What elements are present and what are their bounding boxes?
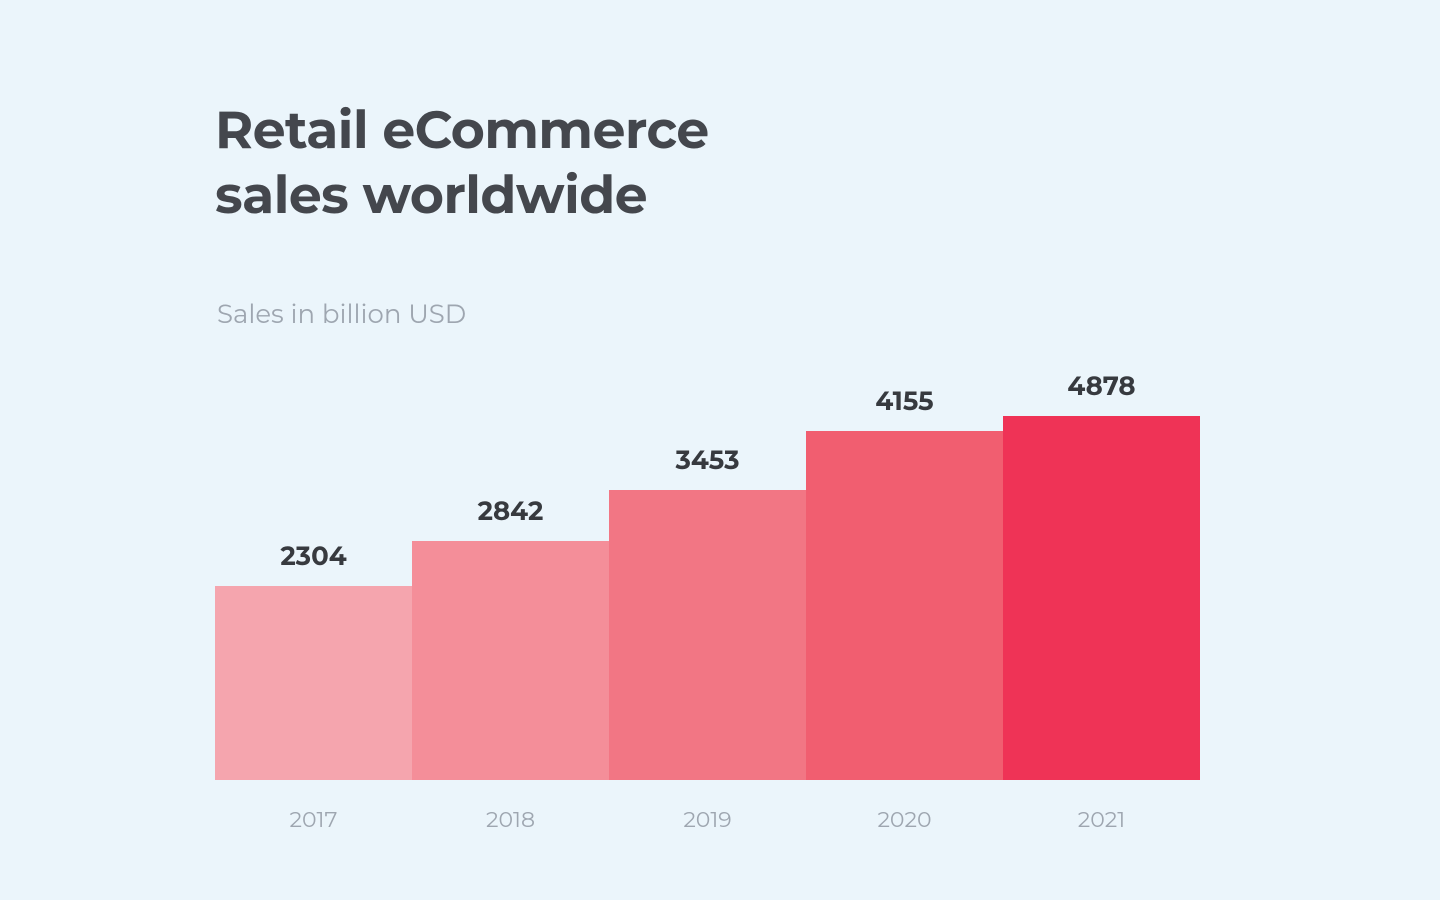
x-axis-label: 2021 [1003, 806, 1200, 833]
chart-canvas: Retail eCommerce sales worldwide Sales i… [0, 0, 1440, 900]
chart-subtitle: Sales in billion USD [217, 298, 466, 330]
x-axis-label: 2017 [215, 806, 412, 833]
bar-rect [412, 541, 609, 780]
bar-group: 2842 [412, 370, 609, 780]
bar-rect [806, 431, 1003, 780]
bar-value-label: 4155 [875, 385, 933, 417]
x-axis-label: 2019 [609, 806, 806, 833]
bar-group: 4878 [1003, 370, 1200, 780]
bar-rect [1003, 416, 1200, 780]
bar-group: 4155 [806, 370, 1003, 780]
bar-rect [609, 490, 806, 780]
bar-rect [215, 586, 412, 780]
bar-value-label: 4878 [1067, 370, 1135, 402]
bar-group: 3453 [609, 370, 806, 780]
chart-title-line1: Retail eCommerce [215, 98, 709, 163]
bar-value-label: 3453 [675, 444, 739, 476]
x-axis-label: 2020 [806, 806, 1003, 833]
bar-value-label: 2304 [280, 540, 346, 572]
x-axis-label: 2018 [412, 806, 609, 833]
x-axis-labels: 20172018201920202021 [215, 806, 1200, 833]
chart-title-line2: sales worldwide [215, 163, 709, 228]
chart-title: Retail eCommerce sales worldwide [215, 98, 709, 228]
bar-group: 2304 [215, 370, 412, 780]
bar-value-label: 2842 [478, 495, 544, 527]
bar-chart-area: 2304 2842 3453 4155 4878 [215, 370, 1200, 780]
